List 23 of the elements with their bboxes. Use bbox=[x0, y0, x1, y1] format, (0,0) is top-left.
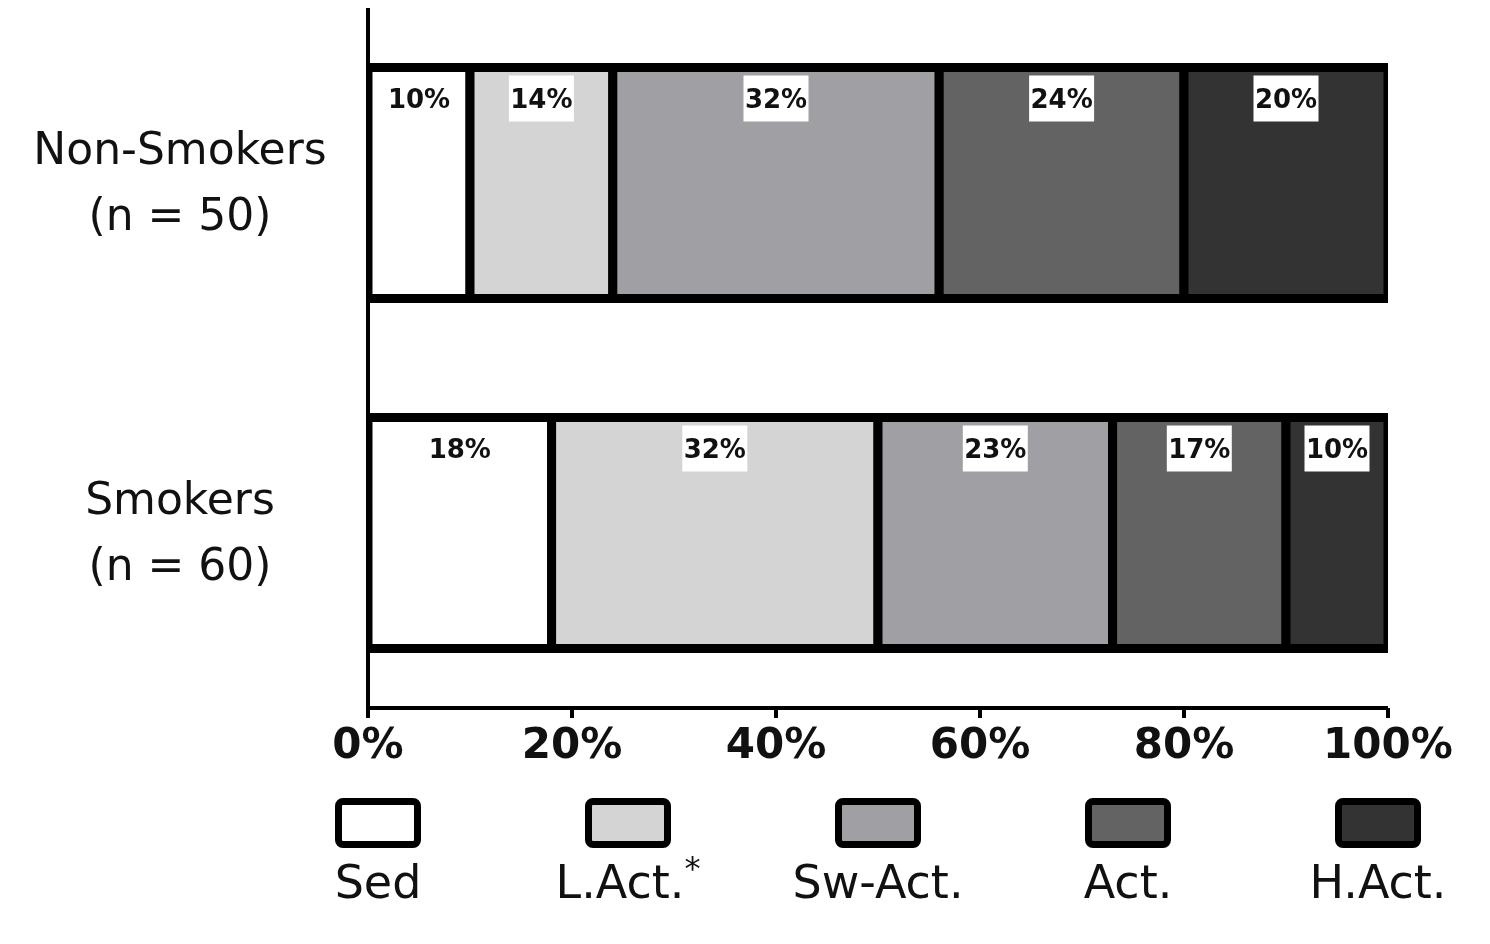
y-tick-label: Smokers (n = 60) bbox=[85, 473, 275, 590]
x-tick-label: 0% bbox=[332, 719, 404, 768]
data-label: 23% bbox=[964, 433, 1027, 464]
data-label: 17% bbox=[1168, 433, 1231, 464]
legend-label: Sw-Act. bbox=[792, 855, 964, 909]
data-label: 20% bbox=[1254, 83, 1318, 114]
x-tick-label: 60% bbox=[929, 719, 1031, 768]
data-label: 24% bbox=[1030, 83, 1093, 114]
x-tick-label: 100% bbox=[1323, 719, 1453, 768]
x-tick-label: 40% bbox=[725, 719, 827, 768]
data-label: 32% bbox=[744, 83, 808, 114]
legend-label: H.Act. bbox=[1309, 855, 1447, 909]
legend-label: Act. bbox=[1083, 855, 1173, 909]
data-label: 32% bbox=[683, 433, 746, 464]
legend-label: L.Act.$^{*}$ bbox=[555, 849, 701, 909]
y-tick-label: Non-Smokers (n = 50) bbox=[33, 123, 327, 240]
data-label: 10% bbox=[1305, 433, 1369, 464]
x-tick-label: 80% bbox=[1133, 719, 1235, 768]
data-label: 14% bbox=[510, 83, 573, 114]
legend-label: Sed bbox=[334, 855, 422, 909]
data-label: 18% bbox=[428, 433, 491, 464]
x-tick-label: 20% bbox=[521, 719, 623, 768]
data-label: 10% bbox=[387, 83, 451, 114]
